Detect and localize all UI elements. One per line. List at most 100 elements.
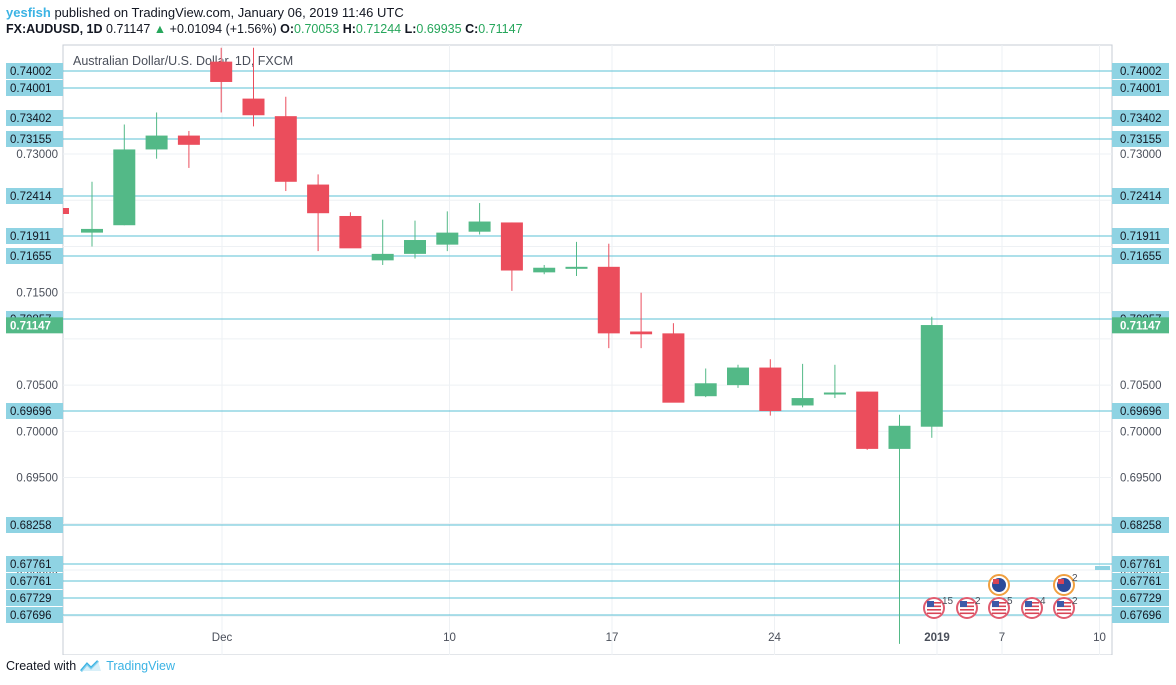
author-name[interactable]: yesfish	[6, 5, 51, 20]
candle-body[interactable]	[500, 222, 523, 271]
level-label-right: 0.69696	[1120, 406, 1162, 418]
level-label-right-bg	[1112, 590, 1169, 606]
level-label-left-bg	[6, 248, 63, 264]
level-label-left: 0.67761	[10, 576, 52, 588]
economic-event-marker[interactable]: 2	[1053, 596, 1078, 619]
event-count: 5	[1007, 596, 1013, 607]
high-value: 0.71244	[355, 22, 402, 36]
flag-stripe	[1025, 612, 1039, 615]
x-tick-label: 17	[606, 632, 619, 644]
economic-event-marker[interactable]: 4	[1021, 596, 1046, 619]
candle-body[interactable]	[597, 266, 620, 334]
level-label-left: 0.71655	[10, 251, 52, 263]
flag-stripe	[1057, 609, 1071, 611]
level-label-right: 0.73402	[1120, 113, 1162, 125]
candle-body[interactable]	[694, 383, 717, 397]
level-label-right-bg	[1112, 403, 1169, 419]
economic-event-marker[interactable]	[988, 574, 1010, 596]
candle-body[interactable]	[727, 367, 749, 386]
tradingview-logo-icon	[80, 660, 102, 672]
level-label-left-bg	[6, 228, 63, 244]
candle-body[interactable]	[468, 221, 491, 232]
economic-event-marker[interactable]: 2	[956, 596, 981, 619]
candle-body[interactable]	[888, 425, 911, 449]
level-label-right-bg	[1112, 517, 1169, 533]
candle-body[interactable]	[81, 228, 103, 233]
partial-candle	[63, 208, 69, 214]
candle-body[interactable]	[404, 240, 426, 254]
candle-body[interactable]	[791, 398, 814, 406]
publish-info: yesfish published on TradingView.com, Ja…	[6, 5, 404, 20]
level-label-left: 0.67696	[10, 610, 52, 622]
x-tick-label: 2019	[924, 632, 950, 644]
economic-event-marker[interactable]: 2	[1053, 573, 1078, 596]
candle-body[interactable]	[242, 98, 265, 116]
level-label-right-bg	[1112, 188, 1169, 204]
level-label-right: 0.67761	[1120, 559, 1162, 571]
level-label-left: 0.74001	[10, 83, 52, 95]
level-label-right: 0.73155	[1120, 134, 1162, 146]
level-label-right: 0.67696	[1120, 610, 1162, 622]
level-label-right: 0.68258	[1120, 520, 1162, 532]
last-price-label-left-bg	[6, 317, 63, 334]
candle-body[interactable]	[759, 367, 782, 411]
chart-frame	[62, 44, 1113, 655]
candle-body[interactable]	[533, 267, 556, 273]
last-price: 0.71147	[106, 22, 151, 36]
level-label-right: 0.74002	[1120, 66, 1162, 78]
last-price-label-left: 0.71147	[10, 320, 51, 332]
candle-body[interactable]	[856, 391, 879, 449]
level-label-left-bg	[6, 607, 63, 623]
price-chart[interactable]: Australian Dollar/U.S. Dollar, 1D, FXCM …	[0, 0, 1176, 655]
event-count: 2	[1072, 573, 1078, 584]
level-label-left: 0.68258	[10, 520, 52, 532]
flag-stripe	[1025, 609, 1039, 611]
level-label-left-bg	[6, 556, 63, 572]
candle-body[interactable]	[371, 253, 394, 261]
publish-text: published on TradingView.com, January 06…	[54, 5, 404, 20]
candle-body[interactable]	[662, 333, 685, 403]
footer: Created with TradingView	[6, 659, 175, 673]
economic-event-marker[interactable]: 15	[923, 596, 954, 619]
flag-stripe	[960, 612, 974, 615]
candle-body[interactable]	[436, 232, 459, 245]
candle-body[interactable]	[565, 266, 588, 269]
candle-body[interactable]	[920, 325, 943, 427]
level-label-left-bg	[6, 188, 63, 204]
candle-body[interactable]	[274, 116, 297, 182]
candle-body[interactable]	[307, 184, 330, 214]
x-tick-label: 24	[768, 632, 781, 644]
candle-body[interactable]	[145, 135, 168, 150]
level-label-right-bg	[1112, 573, 1169, 589]
flag-stripe	[927, 609, 941, 611]
y-tick-label-right: 0.70000	[1120, 426, 1162, 438]
candle-body[interactable]	[210, 61, 233, 82]
candle-body[interactable]	[113, 149, 136, 226]
flag-canton	[992, 601, 999, 607]
economic-event-marker[interactable]: 5	[988, 596, 1013, 619]
level-label-left-bg	[6, 110, 63, 126]
level-label-right-bg	[1112, 63, 1169, 79]
low-label: L:	[404, 22, 417, 36]
candle-body[interactable]	[177, 135, 200, 145]
level-label-right-bg	[1112, 556, 1169, 572]
y-tick-label-left: 0.70500	[16, 380, 58, 392]
change-value: +0.01094 (+1.56%)	[169, 22, 277, 36]
level-label-right: 0.67729	[1120, 593, 1162, 605]
chart-title: Australian Dollar/U.S. Dollar, 1D, FXCM	[73, 54, 293, 68]
y-tick-label-left: 0.69500	[16, 473, 58, 485]
open-label: O:	[280, 22, 295, 36]
low-value: 0.69935	[416, 22, 462, 36]
candle-body[interactable]	[630, 331, 653, 335]
flag-stripe	[1057, 612, 1071, 615]
candle-body[interactable]	[339, 215, 362, 249]
tradingview-brand[interactable]: TradingView	[106, 659, 175, 673]
level-label-left-bg	[6, 131, 63, 147]
y-tick-label-left: 0.71500	[16, 288, 58, 300]
flag-stripe	[992, 612, 1006, 615]
candle-body[interactable]	[823, 392, 846, 395]
level-label-left-bg	[6, 403, 63, 419]
event-count: 2	[1072, 596, 1078, 607]
last-price-label-right: 0.71147	[1120, 320, 1161, 332]
flag-canton	[927, 601, 934, 607]
